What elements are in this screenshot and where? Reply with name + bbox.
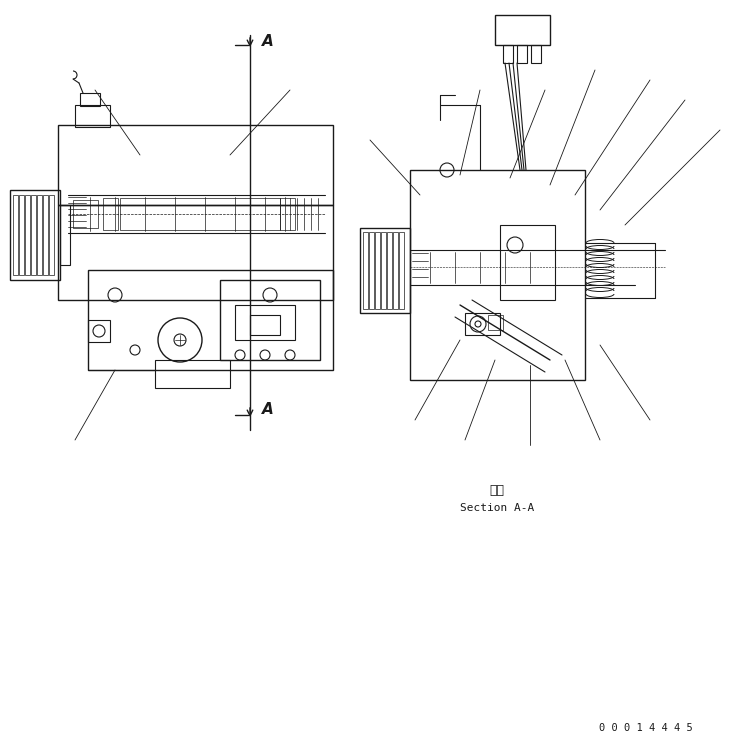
Bar	[103, 198, 118, 230]
Bar	[37, 195, 42, 275]
Bar	[120, 198, 280, 230]
Bar	[19, 195, 24, 275]
Bar	[60, 205, 70, 265]
Bar	[399, 232, 404, 309]
Bar	[155, 360, 230, 388]
Bar	[58, 205, 333, 300]
Bar	[49, 195, 54, 275]
Bar	[10, 190, 60, 280]
Bar	[75, 105, 110, 127]
Bar	[360, 228, 410, 313]
Bar	[88, 270, 333, 370]
Bar	[43, 195, 48, 275]
Bar	[25, 195, 30, 275]
Bar	[531, 45, 541, 63]
Bar	[250, 315, 280, 335]
Bar	[363, 232, 368, 309]
Bar	[369, 232, 374, 309]
Bar	[495, 15, 550, 45]
Bar	[31, 195, 36, 275]
Text: A: A	[262, 402, 274, 417]
Bar	[387, 232, 392, 309]
Text: A: A	[262, 34, 274, 49]
Bar	[58, 125, 333, 205]
Bar	[465, 313, 500, 335]
Text: Section A-A: Section A-A	[460, 503, 534, 513]
Bar	[375, 232, 380, 309]
Bar	[280, 198, 295, 230]
Bar	[393, 232, 398, 309]
Text: 断面: 断面	[490, 484, 504, 496]
Bar	[517, 45, 527, 63]
Bar	[381, 232, 386, 309]
Bar	[503, 45, 513, 63]
Bar	[88, 320, 110, 342]
Bar	[220, 280, 320, 360]
Bar	[13, 195, 18, 275]
Text: 0 0 0 1 4 4 4 5: 0 0 0 1 4 4 4 5	[600, 723, 693, 733]
Bar	[488, 315, 503, 330]
Bar	[235, 305, 295, 340]
Bar	[80, 93, 100, 106]
Bar	[73, 200, 98, 228]
Bar	[410, 170, 585, 380]
Bar	[500, 225, 555, 300]
